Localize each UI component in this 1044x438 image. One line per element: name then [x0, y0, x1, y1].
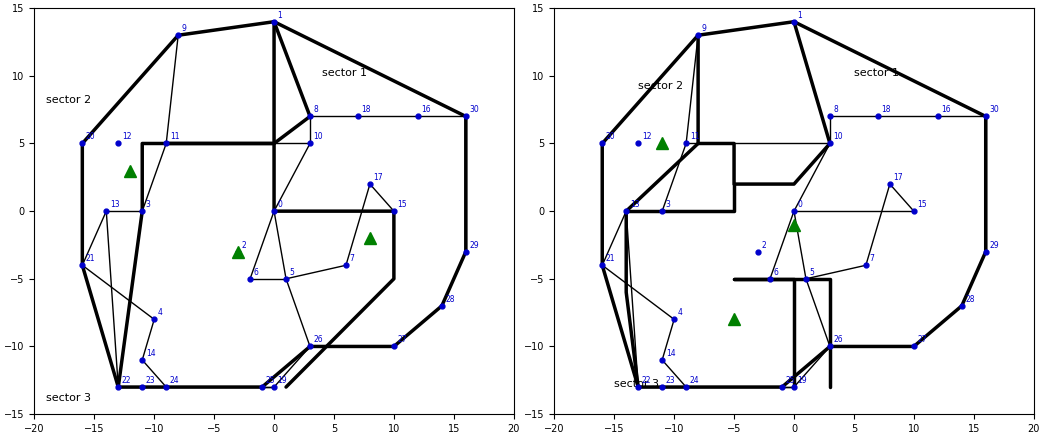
Text: 23: 23 [666, 376, 675, 385]
Text: 25: 25 [265, 376, 276, 385]
Text: 22: 22 [642, 376, 651, 385]
Text: 10: 10 [313, 132, 324, 141]
Text: 26: 26 [313, 336, 324, 344]
Text: sector 1: sector 1 [854, 68, 899, 78]
Text: 27: 27 [918, 336, 927, 344]
Text: 20: 20 [86, 132, 96, 141]
Text: 26: 26 [833, 336, 844, 344]
Text: 9: 9 [182, 24, 187, 33]
Text: 6: 6 [774, 268, 779, 277]
Text: 2: 2 [242, 240, 246, 250]
Text: 8: 8 [833, 106, 838, 114]
Text: 18: 18 [361, 106, 371, 114]
Text: 9: 9 [702, 24, 707, 33]
Text: 29: 29 [990, 240, 999, 250]
Text: 0: 0 [798, 200, 803, 209]
Text: 28: 28 [966, 295, 975, 304]
Text: 15: 15 [398, 200, 407, 209]
Text: 8: 8 [313, 106, 318, 114]
Text: 6: 6 [254, 268, 259, 277]
Text: 12: 12 [642, 132, 651, 141]
Text: 19: 19 [278, 376, 287, 385]
Text: 12: 12 [122, 132, 132, 141]
Text: 24: 24 [170, 376, 180, 385]
Text: sector 3: sector 3 [46, 392, 92, 403]
Text: 28: 28 [446, 295, 455, 304]
Text: 5: 5 [289, 268, 294, 277]
Text: 13: 13 [110, 200, 119, 209]
Text: 25: 25 [785, 376, 796, 385]
Text: 2: 2 [762, 240, 766, 250]
Text: 14: 14 [666, 349, 675, 358]
Text: 27: 27 [398, 336, 407, 344]
Text: 11: 11 [690, 132, 699, 141]
Text: 3: 3 [146, 200, 150, 209]
Text: 16: 16 [942, 106, 951, 114]
Text: 20: 20 [606, 132, 616, 141]
Text: 5: 5 [809, 268, 814, 277]
Text: 19: 19 [798, 376, 807, 385]
Text: 23: 23 [146, 376, 156, 385]
Text: 13: 13 [630, 200, 639, 209]
Text: 4: 4 [158, 308, 163, 318]
Text: sector 2: sector 2 [638, 81, 684, 92]
Text: 24: 24 [690, 376, 699, 385]
Text: 18: 18 [881, 106, 891, 114]
Text: 22: 22 [122, 376, 132, 385]
Text: 16: 16 [422, 106, 431, 114]
Text: 4: 4 [678, 308, 683, 318]
Text: 29: 29 [470, 240, 479, 250]
Text: 7: 7 [870, 254, 874, 263]
Text: sector 3: sector 3 [614, 379, 659, 389]
Text: 15: 15 [918, 200, 927, 209]
Text: 11: 11 [170, 132, 180, 141]
Text: 21: 21 [606, 254, 615, 263]
Text: 30: 30 [990, 106, 999, 114]
Text: 1: 1 [278, 11, 283, 20]
Text: 17: 17 [894, 173, 903, 182]
Text: 1: 1 [798, 11, 803, 20]
Text: 17: 17 [374, 173, 383, 182]
Text: 7: 7 [350, 254, 354, 263]
Text: sector 2: sector 2 [46, 95, 92, 105]
Text: 21: 21 [86, 254, 95, 263]
Text: 3: 3 [666, 200, 670, 209]
Text: 10: 10 [833, 132, 844, 141]
Text: 30: 30 [470, 106, 479, 114]
Text: 14: 14 [146, 349, 156, 358]
Text: 0: 0 [278, 200, 283, 209]
Text: sector 1: sector 1 [322, 68, 367, 78]
